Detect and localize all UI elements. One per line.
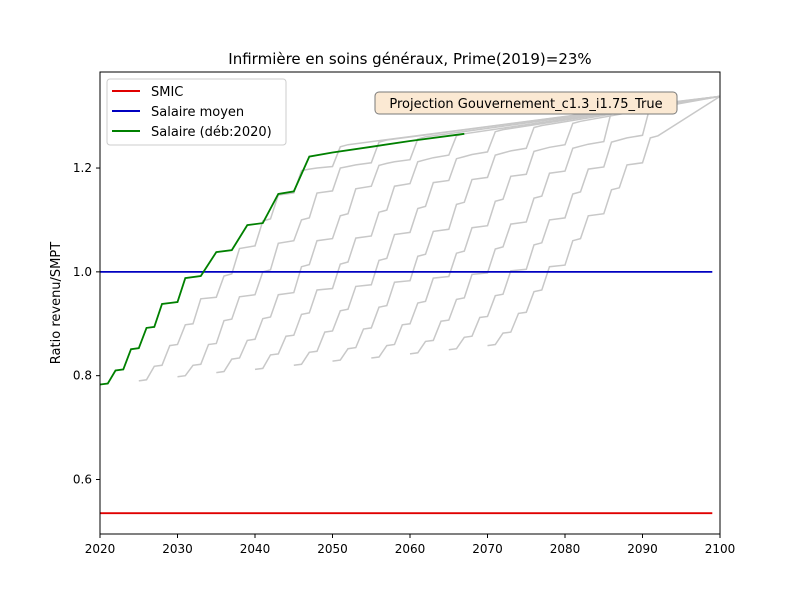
x-axis: 2020 2030 2040 2050 2060 2070 2080 2090 2100 xyxy=(85,534,736,556)
annotation-box: Projection Gouvernement_c1.3_i1.75_True xyxy=(374,91,678,115)
series-line-salaire-deb2020 xyxy=(100,132,465,386)
x-tick-label: 2100 xyxy=(705,542,736,556)
y-tick-label: 0.6 xyxy=(73,472,92,486)
series-lines xyxy=(100,132,713,515)
x-tick-label: 2080 xyxy=(550,542,581,556)
legend-label-salaire-moyen: Salaire moyen xyxy=(151,105,244,120)
y-axis-label: Ratio revenu/SMPT xyxy=(49,242,64,364)
cohort-line-2065 xyxy=(448,95,720,351)
cohort-line-2025 xyxy=(138,95,720,382)
legend: SMIC Salaire moyen Salaire (déb:2020) xyxy=(106,78,287,146)
cohort-line-2050 xyxy=(332,95,720,362)
plot-area xyxy=(100,95,720,515)
y-tick-label: 1.0 xyxy=(73,265,92,279)
cohort-line-2030 xyxy=(177,95,720,378)
annotation-text: Projection Gouvernement_c1.3_i1.75_True xyxy=(389,97,662,112)
cohort-lines xyxy=(138,95,720,382)
annotation-background xyxy=(374,91,678,115)
x-tick-label: 2070 xyxy=(472,542,503,556)
y-tick-label: 1.2 xyxy=(73,161,92,175)
cohort-line-2045 xyxy=(293,95,720,367)
y-tick-label: 0.8 xyxy=(73,369,92,383)
legend-label-salaire-deb2020: Salaire (déb:2020) xyxy=(151,125,272,140)
cohort-line-2060 xyxy=(409,95,720,355)
x-tick-label: 2030 xyxy=(162,542,193,556)
chart-title: Infirmière en soins généraux, Prime(2019… xyxy=(228,50,591,68)
legend-label-smic: SMIC xyxy=(151,85,183,100)
y-axis: 0.6 0.8 1.0 1.2 xyxy=(73,161,100,486)
cohort-line-2035 xyxy=(216,95,720,374)
cohort-line-2040 xyxy=(254,95,720,371)
x-tick-label: 2050 xyxy=(317,542,348,556)
cohort-line-2055 xyxy=(371,95,720,359)
x-tick-label: 2060 xyxy=(395,542,426,556)
x-tick-label: 2040 xyxy=(240,542,271,556)
cohort-line-2070 xyxy=(487,95,720,347)
x-tick-label: 2020 xyxy=(85,542,116,556)
legend-frame xyxy=(106,78,287,146)
x-tick-label: 2090 xyxy=(627,542,658,556)
